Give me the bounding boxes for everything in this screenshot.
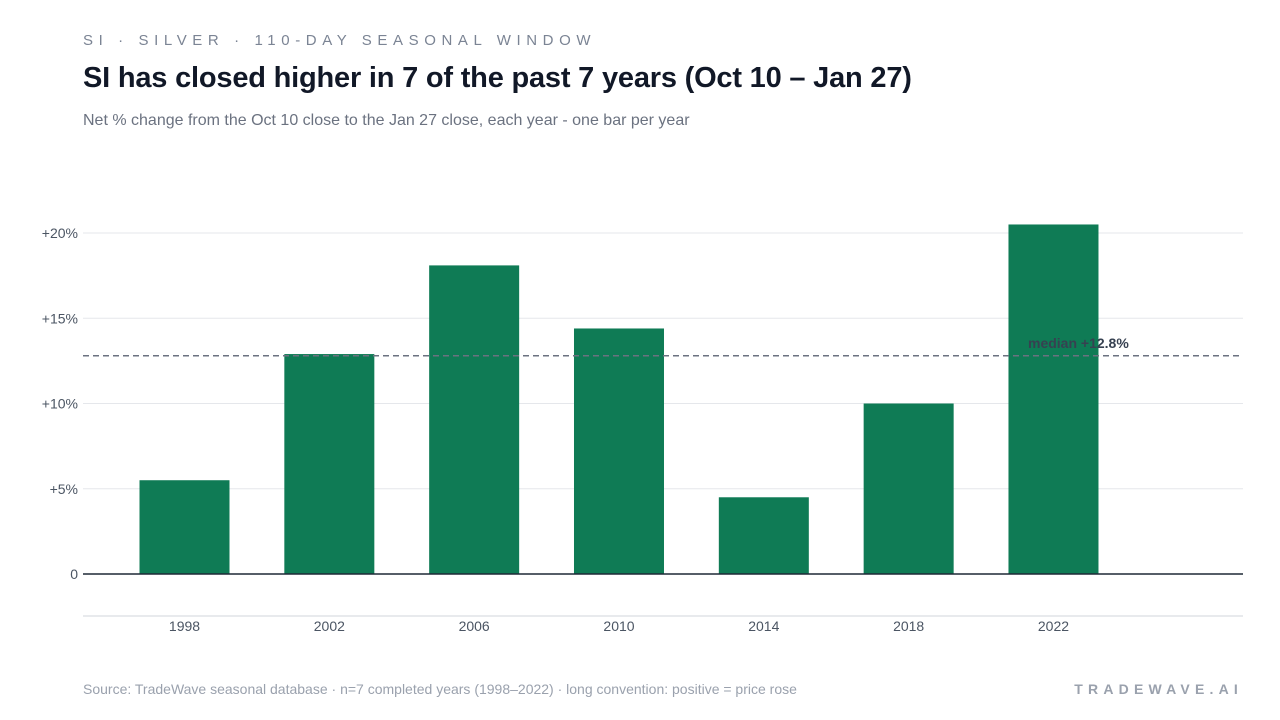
x-tick-label: 2014: [748, 618, 779, 634]
x-tick-label: 2010: [603, 618, 634, 634]
brand-logo: TRADEWAVE.AI: [1074, 681, 1243, 697]
x-tick-label: 1998: [169, 618, 200, 634]
y-tick-label: +10%: [42, 396, 78, 412]
y-tick-label: +20%: [42, 225, 78, 241]
median-layer: median +12.8%: [83, 335, 1243, 357]
bar: [573, 328, 664, 574]
x-tick-label: 2002: [314, 618, 345, 634]
y-tick-label: 0: [70, 566, 78, 582]
median-label: median +12.8%: [1028, 335, 1129, 351]
chart-kicker: SI · SILVER · 110-DAY SEASONAL WINDOW: [83, 32, 597, 49]
bar: [863, 403, 954, 574]
axis-layer: 0 +5% +10% +15% +20% 1998 2002 2006 2010 2014 2018…: [42, 225, 1243, 634]
y-tick-label: +5%: [50, 481, 78, 497]
bar-layer: [139, 224, 1099, 574]
y-tick-label: +15%: [42, 310, 78, 326]
chart-title: SI has closed higher in 7 of the past 7 …: [83, 62, 912, 94]
source-note: Source: TradeWave seasonal database · n=…: [83, 681, 797, 697]
bar: [284, 354, 375, 574]
chart-subtitle: Net % change from the Oct 10 close to th…: [83, 112, 690, 129]
bar: [718, 497, 809, 574]
x-tick-label: 2006: [459, 618, 490, 634]
bar: [139, 480, 230, 574]
bar: [429, 265, 520, 574]
bar: [1008, 224, 1099, 574]
x-tick-label: 2018: [893, 618, 924, 634]
x-tick-label: 2022: [1038, 618, 1069, 634]
